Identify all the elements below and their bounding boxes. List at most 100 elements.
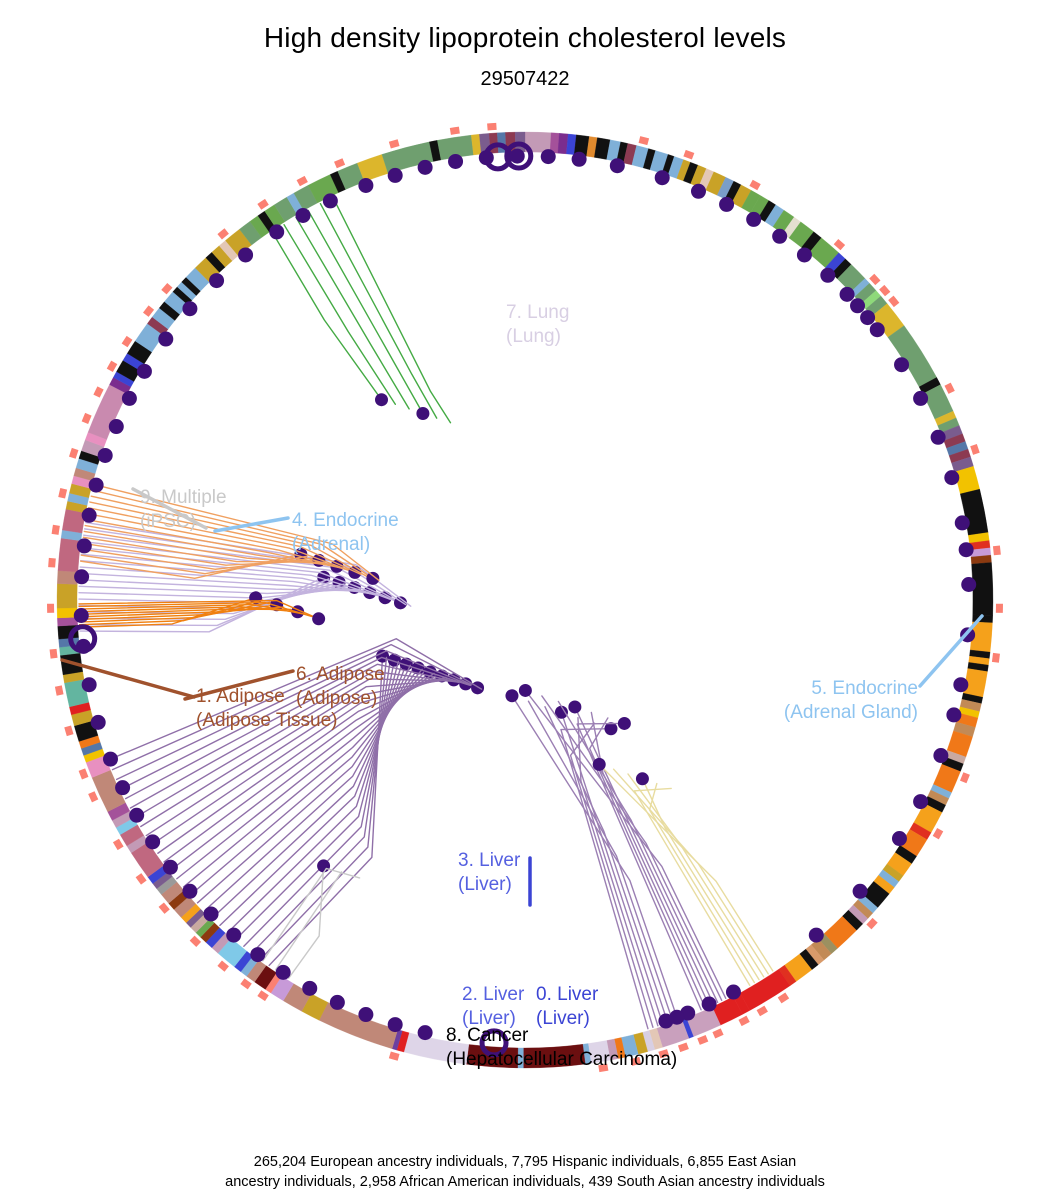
gene-marker <box>746 211 762 227</box>
link-path <box>90 495 368 578</box>
gene-marker <box>701 996 717 1012</box>
link-path <box>81 547 391 601</box>
variant-tick <box>257 198 269 210</box>
chromosome-band <box>56 583 78 609</box>
link-path <box>78 606 299 613</box>
gene-marker <box>946 707 962 723</box>
variant-tick <box>217 228 229 240</box>
gene-marker <box>852 883 868 899</box>
link-path <box>134 678 459 819</box>
variant-tick <box>630 1056 642 1066</box>
link-endpoint-marker <box>317 859 331 873</box>
link-path <box>78 601 313 618</box>
gene-marker <box>953 677 969 693</box>
variant-tick <box>658 1049 670 1059</box>
link-path <box>120 656 471 790</box>
variant-tick <box>296 175 308 187</box>
variant-tick <box>49 648 58 659</box>
link-path <box>85 518 344 570</box>
gene-marker <box>275 964 291 980</box>
caption-line-1: 265,204 European ancestry individuals, 7… <box>253 1154 797 1170</box>
annotation-leader-line <box>213 516 290 533</box>
gene-marker <box>145 834 161 850</box>
variant-tick <box>93 386 104 398</box>
caption-line-2: ancestry individuals, 2,958 African Amer… <box>225 1174 825 1190</box>
gene-marker <box>654 170 670 186</box>
gene-marker <box>329 994 345 1010</box>
link-path <box>560 711 664 1025</box>
link-path <box>89 501 362 576</box>
link-path <box>627 773 765 978</box>
gene-marker <box>102 751 118 767</box>
variant-tick <box>58 488 68 499</box>
variant-tick <box>777 992 790 1004</box>
variant-tick <box>257 990 269 1002</box>
variant-tick <box>388 1051 400 1061</box>
link-path <box>544 706 669 1024</box>
gene-marker <box>387 1017 403 1033</box>
gene-marker <box>226 927 242 943</box>
annotation-label-line1: 9. Multiple <box>140 487 227 508</box>
variant-tick <box>112 838 124 851</box>
link-path <box>78 603 306 615</box>
variant-tick <box>161 282 173 295</box>
link-path <box>79 597 257 628</box>
link-path <box>79 572 371 594</box>
annotation-label: 5. Endocrine (Adrenal Gland) <box>784 678 918 723</box>
annotation-leader-line <box>918 614 984 688</box>
link-endpoint-marker <box>471 681 485 695</box>
variant-tick <box>240 978 252 990</box>
link-endpoint-marker <box>505 689 519 703</box>
link-endpoint-marker <box>604 722 618 736</box>
gene-marker <box>839 286 855 302</box>
link-path <box>527 700 674 1022</box>
gene-marker <box>182 301 198 317</box>
annotation-label-line2: (Liver) <box>462 1008 516 1029</box>
variant-tick <box>106 360 118 373</box>
link-path <box>83 530 332 566</box>
variant-tick <box>121 335 133 348</box>
gene-marker <box>358 1007 374 1023</box>
gene-marker <box>417 159 433 175</box>
variant-tick <box>388 139 400 149</box>
variant-tick <box>64 725 74 737</box>
gene-marker <box>894 357 910 373</box>
link-path <box>85 521 412 607</box>
link-path <box>590 711 711 1007</box>
link-endpoint-marker <box>366 571 380 585</box>
gene-marker <box>158 331 174 347</box>
link-path <box>287 865 325 979</box>
gene-marker <box>76 538 92 554</box>
highlight-ring-layer <box>68 141 534 1058</box>
gene-marker <box>958 542 974 558</box>
link-endpoint-marker <box>375 393 388 407</box>
link-path <box>111 643 479 771</box>
link-path <box>271 231 383 401</box>
gene-marker <box>891 831 907 847</box>
variant-tick <box>944 382 955 394</box>
variant-tick <box>683 149 695 160</box>
variant-tick <box>54 685 64 696</box>
gene-marker <box>725 984 741 1000</box>
link-path <box>648 782 756 984</box>
gene-marker <box>250 947 266 963</box>
gene-marker <box>540 149 556 165</box>
link-path <box>84 528 407 606</box>
node-marker-layer <box>73 148 977 1041</box>
link-path <box>78 579 366 592</box>
gene-marker <box>74 569 90 585</box>
variant-tick <box>677 1042 689 1053</box>
link-endpoint-marker <box>617 716 631 730</box>
chromosome-band <box>62 508 86 534</box>
link-path <box>115 650 475 781</box>
gene-marker <box>302 980 318 996</box>
gene-marker <box>961 577 977 593</box>
annotation-label-line1: 8. Cancer <box>446 1025 529 1046</box>
page-title: High density lipoprotein cholesterol lev… <box>263 22 787 53</box>
gene-marker <box>944 470 960 486</box>
variant-tick <box>866 917 878 930</box>
gene-marker <box>609 158 625 174</box>
variant-tick <box>932 827 944 840</box>
variant-tick <box>51 524 60 535</box>
variant-tick <box>749 179 761 191</box>
